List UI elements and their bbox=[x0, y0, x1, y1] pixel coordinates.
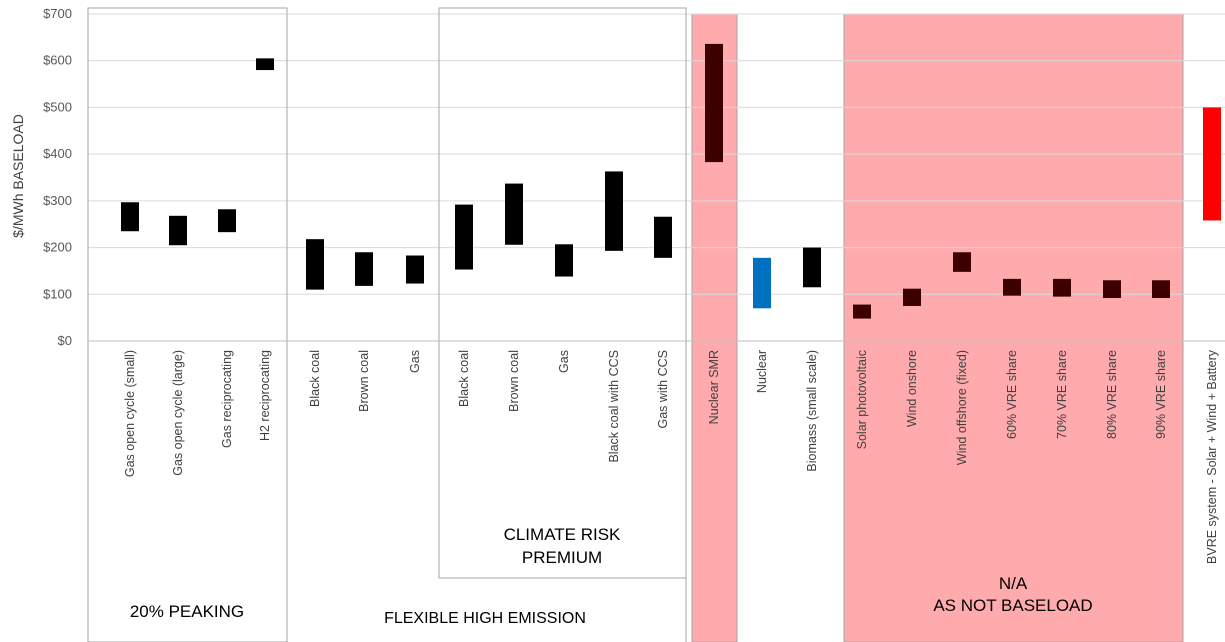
range-bar bbox=[1103, 280, 1121, 299]
y-tick-label: $700 bbox=[43, 6, 72, 21]
category-label: Gas reciprocating bbox=[220, 350, 234, 448]
range-bar bbox=[455, 204, 473, 270]
range-bar bbox=[705, 43, 723, 163]
category-label: Brown coal bbox=[507, 350, 521, 412]
range-bar bbox=[903, 288, 921, 306]
range-bar bbox=[256, 58, 274, 71]
category-label: Gas open cycle (large) bbox=[171, 350, 185, 476]
range-bar bbox=[218, 209, 236, 233]
range-bar bbox=[555, 244, 573, 277]
category-label: 80% VRE share bbox=[1105, 350, 1119, 439]
y-tick-label: $600 bbox=[43, 53, 72, 68]
range-bar bbox=[355, 252, 373, 286]
range-bar bbox=[169, 215, 187, 246]
climate-risk-group-frame bbox=[438, 7, 687, 579]
category-label: Gas bbox=[557, 350, 571, 373]
y-axis-tick-labels: $0 $100 $200 $300 $400 $500 $600 $700 bbox=[43, 6, 72, 348]
range-bar bbox=[1053, 278, 1071, 297]
category-label: Wind onshore bbox=[905, 350, 919, 427]
group-frames bbox=[87, 7, 687, 642]
range-bar bbox=[505, 183, 523, 245]
range-bar bbox=[753, 257, 771, 309]
category-label: 60% VRE share bbox=[1005, 350, 1019, 439]
not-baseload-highlight bbox=[843, 13, 1184, 642]
y-tick-label: $300 bbox=[43, 193, 72, 208]
range-bar bbox=[605, 171, 623, 251]
y-tick-label: $0 bbox=[58, 333, 72, 348]
y-tick-label: $400 bbox=[43, 146, 72, 161]
category-label: H2 reciprocating bbox=[258, 350, 272, 441]
group-label-flexible: FLEXIBLE HIGH EMISSION bbox=[384, 610, 586, 627]
range-bar bbox=[306, 239, 324, 290]
highlight-regions bbox=[691, 13, 1184, 642]
category-label: Black coal bbox=[457, 350, 471, 407]
group-labels: 20% PEAKING FLEXIBLE HIGH EMISSION CLIMA… bbox=[130, 525, 1093, 627]
category-label: Wind offshore (fixed) bbox=[955, 350, 969, 465]
range-bar bbox=[654, 216, 672, 258]
range-bar bbox=[1203, 107, 1221, 221]
y-tick-label: $500 bbox=[43, 99, 72, 114]
range-bar bbox=[406, 255, 424, 284]
peaking-group-frame bbox=[87, 7, 288, 642]
category-label: Gas with CCS bbox=[656, 350, 670, 429]
range-bar bbox=[1152, 280, 1170, 299]
category-label: Solar photovoltaic bbox=[855, 350, 869, 449]
category-label: Gas bbox=[408, 350, 422, 373]
category-label: Black coal bbox=[308, 350, 322, 407]
y-tick-label: $100 bbox=[43, 286, 72, 301]
y-axis-title: $/MWh BASELOAD bbox=[10, 114, 26, 238]
range-bar bbox=[853, 304, 871, 319]
category-label: Black coal with CCS bbox=[607, 350, 621, 463]
range-bar bbox=[803, 247, 821, 288]
category-label: Biomass (small scale) bbox=[805, 350, 819, 472]
category-label: 90% VRE share bbox=[1154, 350, 1168, 439]
category-label: BVRE system - Solar + Wind + Battery bbox=[1205, 349, 1219, 564]
group-label-na-line2: AS NOT BASELOAD bbox=[933, 596, 1092, 615]
range-bars bbox=[121, 43, 1221, 319]
category-labels: Gas open cycle (small) Gas open cycle (la… bbox=[123, 349, 1219, 564]
group-label-na-line1: N/A bbox=[999, 574, 1028, 593]
range-bar bbox=[953, 252, 971, 272]
category-label: 70% VRE share bbox=[1055, 350, 1069, 439]
group-label-climate-risk-line1: CLIMATE RISK bbox=[504, 525, 621, 544]
range-bar bbox=[1003, 278, 1021, 296]
group-label-peaking: 20% PEAKING bbox=[130, 602, 244, 621]
range-bar bbox=[121, 202, 139, 232]
category-label: Nuclear bbox=[755, 350, 769, 393]
category-label: Gas open cycle (small) bbox=[123, 350, 137, 477]
category-label: Brown coal bbox=[357, 350, 371, 412]
category-label: Nuclear SMR bbox=[707, 350, 721, 424]
group-label-climate-risk-line2: PREMIUM bbox=[522, 548, 602, 567]
y-tick-label: $200 bbox=[43, 240, 72, 255]
